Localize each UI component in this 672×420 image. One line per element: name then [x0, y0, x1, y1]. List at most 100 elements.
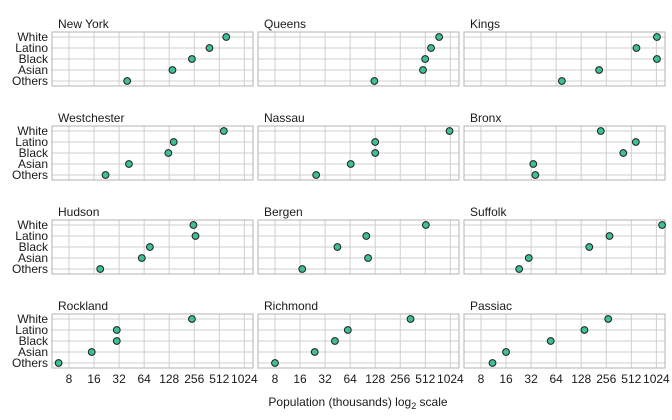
data-point [145, 243, 154, 251]
y-tick-label: Others [12, 168, 48, 182]
panel-frame [51, 219, 254, 275]
panel-frame [51, 125, 254, 181]
x-tick-label: 1024 [231, 372, 258, 386]
data-point [96, 265, 105, 273]
x-tick-label: 32 [524, 372, 538, 386]
x-tick-label: 512 [415, 372, 435, 386]
data-point [312, 171, 321, 179]
data-point [653, 33, 661, 41]
data-point [219, 127, 228, 135]
data-point [427, 44, 435, 52]
data-point [112, 337, 121, 345]
y-tick-label: Latino [15, 135, 48, 149]
panel-title: Nassau [264, 111, 305, 125]
data-point [112, 326, 121, 334]
data-point [364, 254, 372, 262]
data-point [137, 254, 146, 262]
panel-title: New York [58, 17, 110, 31]
data-point [488, 359, 497, 367]
x-axis-label-suffix: scale [416, 395, 448, 409]
y-tick-label: Latino [15, 323, 48, 337]
panel-frame [257, 125, 460, 181]
y-tick-label: Asian [18, 63, 48, 77]
data-point [421, 221, 430, 229]
x-tick-label: 16 [293, 372, 307, 386]
data-point [524, 254, 533, 262]
x-tick-label: 8 [478, 372, 485, 386]
data-point [371, 138, 380, 146]
x-tick-label: 1024 [437, 372, 464, 386]
data-point [421, 55, 430, 63]
data-point [331, 337, 339, 345]
panel-title: Bergen [264, 205, 303, 219]
facet-panel: Bergen [257, 205, 460, 275]
y-tick-label: Others [12, 262, 48, 276]
x-tick-label: 128 [159, 372, 179, 386]
data-point [557, 77, 566, 85]
y-tick-label: Latino [15, 229, 48, 243]
data-point [631, 138, 640, 146]
facet-panel: Passiac 8 16 32 64 128 256 512 1024 [463, 299, 670, 386]
y-tick-label: White [17, 30, 48, 44]
panel-frame [51, 31, 254, 87]
x-tick-label: 1024 [643, 372, 670, 386]
panel-frame [257, 313, 460, 369]
panel-title: Kings [470, 17, 500, 31]
data-point [596, 127, 605, 135]
data-point [435, 33, 444, 41]
panel-frame [463, 219, 666, 275]
data-point [271, 359, 279, 367]
data-point [298, 265, 307, 273]
data-point [370, 77, 379, 85]
panel-title: Passiac [470, 299, 512, 313]
x-tick-label: 16 [499, 372, 513, 386]
data-point [123, 77, 132, 85]
x-tick-label: 16 [87, 372, 101, 386]
panel-title: Suffolk [470, 205, 507, 219]
data-point [87, 348, 96, 356]
y-tick-label: Black [19, 146, 49, 160]
data-point [54, 359, 63, 367]
y-tick-label: Black [19, 52, 49, 66]
x-tick-label: 8 [66, 372, 73, 386]
data-point [371, 149, 380, 157]
data-point [580, 326, 589, 334]
x-tick-label: 256 [596, 372, 616, 386]
x-axis-label: Population (thousands) log2 scale [268, 395, 447, 411]
data-point [191, 232, 200, 240]
y-tick-label: Black [19, 240, 49, 254]
x-tick-label: 32 [318, 372, 332, 386]
data-point [653, 55, 661, 63]
x-tick-label: 512 [621, 372, 641, 386]
panel-title: Westchester [58, 111, 124, 125]
data-point [502, 348, 510, 356]
y-tick-label: Latino [15, 41, 48, 55]
data-point [546, 337, 555, 345]
data-point [445, 127, 454, 135]
data-point [362, 232, 371, 240]
x-tick-label: 128 [365, 372, 385, 386]
data-point [632, 44, 641, 52]
x-tick-label: 64 [549, 372, 563, 386]
panel-title: Hudson [58, 205, 99, 219]
y-tick-label: Black [19, 334, 49, 348]
data-point [205, 44, 214, 52]
x-tick-label: 32 [112, 372, 126, 386]
panel-title: Rockland [58, 299, 108, 313]
x-tick-label: 128 [571, 372, 591, 386]
panel-frame [257, 31, 460, 87]
data-point [595, 66, 604, 74]
y-tick-label: Asian [18, 345, 48, 359]
y-tick-label: Others [12, 74, 48, 88]
y-tick-label: White [17, 312, 48, 326]
facet-panel: Queens [257, 17, 460, 87]
data-point [164, 149, 173, 157]
x-tick-label: 256 [184, 372, 204, 386]
facet-panel: Bronx [463, 111, 666, 181]
data-point [188, 55, 196, 63]
data-point [188, 315, 196, 323]
